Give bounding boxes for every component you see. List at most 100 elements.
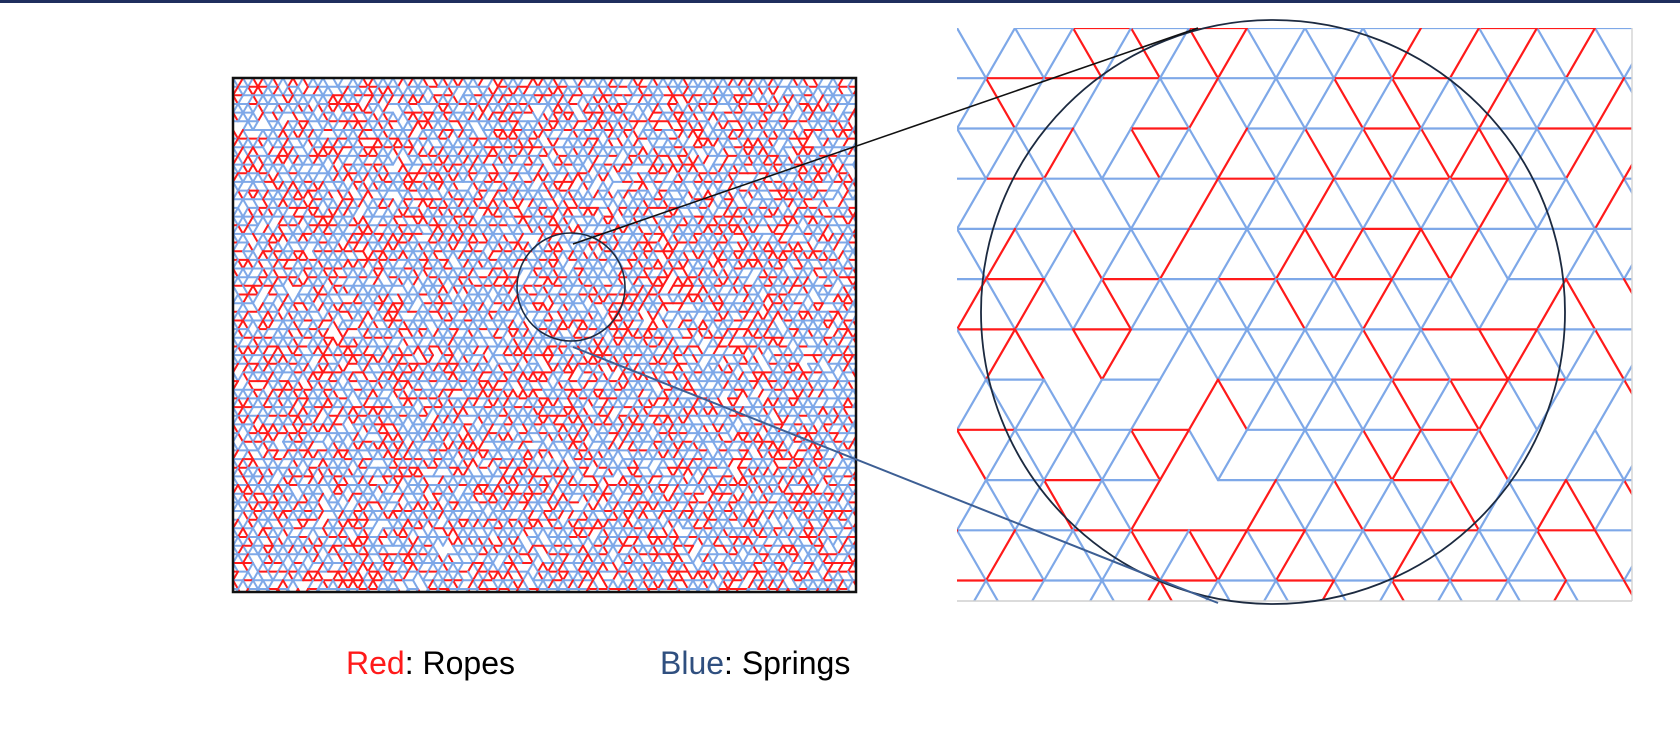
- spring-edge: [223, 286, 228, 295]
- spring-edge: [592, 85, 599, 97]
- spring-edge: [272, 94, 279, 105]
- spring-edge: [547, 111, 554, 123]
- spring-edge: [502, 206, 509, 218]
- rope-edge: [407, 180, 414, 192]
- rope-edge: [507, 302, 514, 313]
- spring-edge: [327, 284, 334, 296]
- rope-edge: [672, 163, 679, 175]
- spring-edge: [822, 154, 829, 166]
- spring-edge: [347, 129, 354, 140]
- spring-edge: [873, 95, 878, 104]
- spring-edge: [832, 276, 839, 287]
- spring-edge: [622, 172, 629, 183]
- spring-edge: [287, 163, 294, 175]
- spring-edge: [242, 215, 249, 227]
- spring-edge: [842, 224, 849, 235]
- spring-edge: [537, 154, 544, 166]
- spring-edge: [442, 276, 449, 287]
- rope-edge: [782, 250, 789, 261]
- rope-edge: [297, 215, 304, 227]
- spring-edge: [267, 258, 274, 270]
- spring-edge: [527, 129, 534, 140]
- spring-edge: [692, 224, 699, 235]
- spring-edge: [837, 284, 844, 296]
- rope-edge: [687, 94, 694, 105]
- spring-edge: [342, 224, 349, 235]
- spring-edge: [437, 267, 444, 279]
- spring-edge: [517, 284, 524, 296]
- spring-edge: [757, 163, 764, 175]
- spring-edge: [352, 129, 359, 140]
- spring-edge: [557, 250, 564, 261]
- spring-edge: [467, 206, 474, 218]
- rope-edge: [832, 241, 839, 253]
- spring-edge: [662, 111, 669, 123]
- rope-edge: [547, 85, 554, 97]
- spring-edge: [637, 103, 644, 114]
- spring-edge: [572, 258, 579, 270]
- spring-edge: [401, 78, 404, 79]
- rope-edge: [587, 206, 594, 218]
- spring-edge: [512, 94, 519, 105]
- rope-edge: [547, 232, 554, 244]
- rope-edge: [781, 78, 784, 79]
- spring-edge: [737, 215, 744, 227]
- spring-edge: [257, 129, 264, 140]
- spring-edge: [722, 94, 729, 105]
- spring-edge: [502, 241, 509, 253]
- rope-edge: [637, 154, 644, 166]
- rope-edge: [751, 78, 754, 79]
- spring-edge: [327, 250, 334, 261]
- rope-edge: [671, 78, 674, 79]
- spring-edge: [522, 189, 529, 201]
- spring-edge: [627, 310, 634, 322]
- rope-edge: [312, 146, 319, 157]
- rope-edge: [747, 85, 754, 97]
- spring-edge: [432, 120, 439, 131]
- rope-edge: [582, 78, 585, 79]
- rope-edge: [797, 146, 804, 157]
- spring-edge: [223, 295, 228, 304]
- rope-edge: [352, 120, 359, 131]
- spring-edge: [272, 206, 279, 218]
- rope-edge: [257, 258, 264, 270]
- spring-edge: [627, 215, 634, 227]
- spring-edge: [262, 215, 269, 227]
- rope-edge: [547, 302, 554, 313]
- spring-edge: [417, 276, 424, 287]
- rope-edge: [712, 258, 719, 270]
- spring-edge: [322, 94, 329, 105]
- spring-edge: [622, 198, 629, 209]
- spring-edge: [537, 284, 544, 296]
- spring-edge: [712, 180, 719, 192]
- spring-edge: [827, 250, 834, 261]
- spring-edge: [352, 78, 355, 79]
- rope-edge: [868, 121, 873, 130]
- rope-edge: [807, 241, 814, 253]
- rope-edge: [547, 258, 554, 270]
- rope-edge: [787, 284, 794, 296]
- spring-edge: [402, 293, 409, 305]
- spring-edge: [277, 241, 284, 253]
- rope-edge: [647, 241, 654, 253]
- spring-edge: [412, 78, 415, 79]
- rope-edge: [402, 180, 409, 192]
- rope-edge: [437, 129, 444, 140]
- spring-edge: [347, 111, 354, 123]
- spring-edge: [607, 111, 614, 123]
- spring-edge: [873, 130, 878, 139]
- rope-edge: [812, 250, 819, 261]
- spring-edge: [387, 172, 394, 183]
- spring-edge: [727, 85, 734, 97]
- rope-edge: [702, 284, 709, 296]
- rope-edge: [637, 146, 644, 157]
- spring-edge: [322, 258, 329, 270]
- spring-edge: [582, 189, 589, 201]
- spring-edge: [797, 224, 804, 235]
- spring-edge: [592, 78, 599, 88]
- spring-edge: [652, 189, 659, 201]
- spring-edge: [627, 224, 634, 235]
- spring-edge: [727, 276, 734, 287]
- rope-edge: [802, 284, 809, 296]
- spring-edge: [482, 163, 489, 175]
